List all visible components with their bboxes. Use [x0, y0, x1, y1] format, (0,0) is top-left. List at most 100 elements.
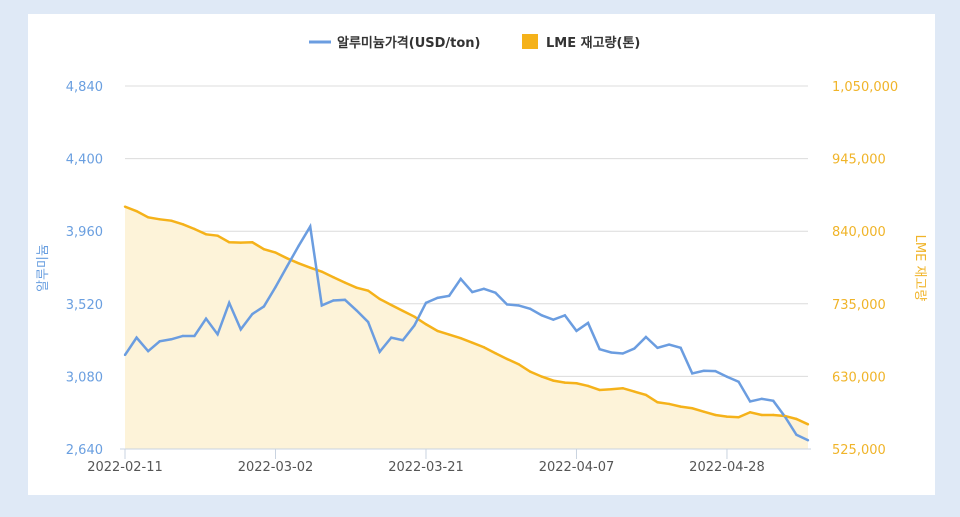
price-point: [135, 336, 138, 339]
y-right-tick-label: 1,050,000: [832, 80, 898, 95]
price-point: [320, 304, 323, 307]
price-point: [482, 287, 486, 290]
y-left-label: 알루미늄: [36, 244, 51, 292]
stock-point: [667, 402, 671, 406]
stock-point: [424, 323, 428, 326]
stock-point: [309, 266, 312, 269]
x-tick-label: 2022-04-28: [689, 460, 765, 475]
price-point: [610, 351, 613, 354]
stock-point: [401, 309, 405, 313]
price-point: [644, 335, 648, 339]
stock-point: [274, 251, 277, 254]
stock-point: [748, 411, 752, 414]
price-point: [216, 333, 219, 336]
stock-point: [806, 423, 810, 426]
price-point: [702, 369, 706, 372]
stock-point: [656, 401, 659, 404]
stock-point: [610, 388, 613, 391]
stock-area: [125, 206, 808, 449]
price-line: [123, 222, 809, 442]
stock-point: [135, 209, 138, 213]
price-point: [633, 347, 636, 350]
price-point: [552, 318, 555, 321]
price-point: [297, 244, 300, 248]
price-point: [309, 225, 312, 228]
stock-point: [540, 375, 543, 378]
y-right-tick-label: 630,000: [832, 370, 886, 385]
x-tick-label: 2022-03-21: [388, 460, 464, 475]
stock-point: [795, 417, 798, 421]
price-point: [413, 324, 416, 327]
stock-point: [320, 270, 323, 273]
price-point: [621, 352, 624, 355]
price-point: [332, 299, 335, 302]
stock-point: [366, 289, 370, 292]
price-point: [598, 347, 601, 351]
stock-point: [702, 410, 706, 413]
stock-point: [447, 333, 451, 336]
stock-point: [459, 337, 462, 340]
y-left-tick-label: 3,080: [66, 370, 103, 385]
price-point: [505, 303, 509, 306]
stock-point: [297, 262, 300, 265]
stock-point: [691, 407, 694, 410]
price-point: [227, 301, 231, 305]
x-tick-label: 2022-04-07: [539, 460, 615, 475]
price-point: [436, 296, 439, 300]
price-point: [517, 304, 520, 307]
price-point: [390, 336, 393, 339]
stock-point: [725, 415, 729, 418]
price-point: [471, 290, 474, 294]
price-point: [563, 314, 567, 317]
price-point: [355, 309, 358, 312]
legend-label-price[interactable]: 알루미늄가격(USD/ton): [337, 35, 481, 51]
y-left-tick-label: 3,960: [66, 225, 103, 240]
price-point: [737, 380, 740, 383]
price-point: [586, 321, 590, 325]
stock-point: [158, 218, 161, 221]
y-right-tick-label: 735,000: [832, 298, 886, 313]
stock-point: [378, 297, 381, 301]
price-point: [459, 277, 462, 281]
price-point: [170, 338, 173, 341]
price-point: [158, 340, 161, 343]
stock-point: [285, 257, 289, 260]
stock-point: [193, 227, 196, 231]
stock-point: [517, 363, 520, 366]
price-point: [679, 346, 682, 350]
legend-label-stock[interactable]: LME 재고량(톤): [546, 36, 640, 51]
stock-point: [413, 315, 416, 318]
y-left-tick-label: 4,840: [66, 80, 103, 95]
stock-point: [598, 388, 601, 392]
stock-point: [216, 234, 219, 237]
price-point: [772, 399, 775, 403]
y-right-tick-label: 840,000: [832, 225, 886, 240]
y-left-tick-label: 3,520: [66, 298, 103, 313]
stock-point: [760, 413, 763, 417]
y-left-tick-label: 4,400: [66, 153, 103, 168]
price-point: [760, 397, 763, 401]
stock-point: [251, 241, 254, 244]
stock-point: [332, 276, 335, 279]
stock-point: [621, 387, 624, 390]
stock-point: [436, 329, 439, 333]
stock-point: [714, 413, 717, 417]
price-point: [251, 312, 254, 316]
price-point: [123, 353, 127, 357]
y-left-tick-label: 2,640: [66, 443, 103, 458]
stock-point: [772, 413, 775, 417]
price-point: [193, 334, 196, 338]
stock-point: [586, 384, 590, 388]
price-point: [274, 285, 277, 289]
price-point: [575, 329, 578, 333]
stock-point: [575, 382, 578, 385]
price-point: [181, 334, 185, 338]
price-point: [540, 314, 543, 317]
y-right-label: LME 재고량: [912, 235, 927, 302]
stock-point: [563, 381, 567, 384]
legend-square-icon: [522, 34, 538, 49]
legend[interactable]: 알루미늄가격(USD/ton) LME 재고량(톤): [309, 34, 640, 51]
price-point: [795, 433, 798, 437]
price-point: [528, 307, 532, 310]
